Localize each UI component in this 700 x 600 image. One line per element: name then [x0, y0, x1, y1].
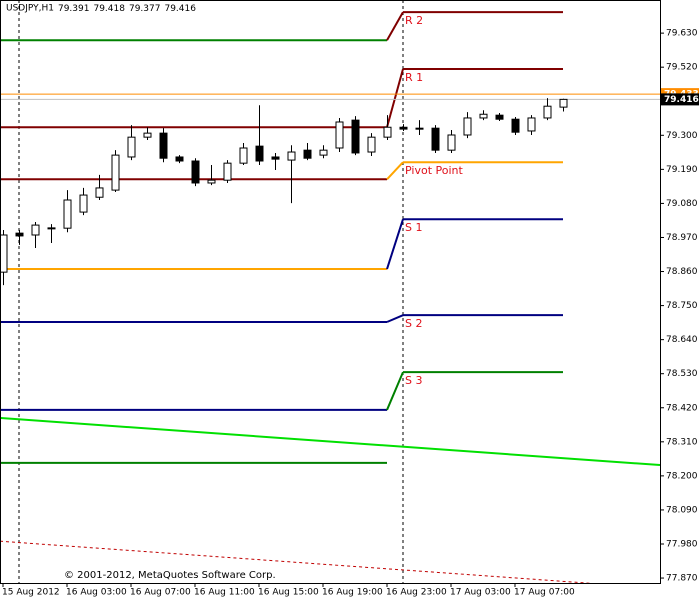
x-tick-label: 17 Aug 03:00	[450, 588, 511, 598]
x-tick-label: 16 Aug 11:00	[194, 588, 255, 598]
candle-body	[191, 160, 200, 184]
y-tick-label: 77.870	[666, 574, 698, 584]
candle-body	[479, 113, 488, 119]
candle-body	[495, 114, 504, 120]
price-tag-label: 79.416	[664, 95, 699, 105]
x-tick-label: 16 Aug 03:00	[66, 588, 127, 598]
candle-body	[95, 187, 104, 198]
x-tick-label: 16 Aug 19:00	[322, 588, 383, 598]
header-value: 79.418	[93, 4, 125, 14]
candle-body	[511, 118, 520, 133]
x-tick-label: 16 Aug 23:00	[386, 588, 447, 598]
candle-body	[367, 136, 376, 153]
y-tick-label: 78.090	[666, 505, 698, 515]
candle-body	[1, 234, 8, 273]
candle-body	[143, 132, 152, 138]
header-value: 79.416	[164, 4, 196, 14]
pivot-label: R 1	[405, 71, 423, 84]
chart-title: USDJPY,H1 79.391 79.418 79.377 79.416	[6, 4, 196, 14]
plot-layer: R 2 R 1 Pivot Point S 1 S 2 S 3	[1, 11, 660, 583]
candle-body	[303, 149, 312, 159]
candle-body	[559, 98, 568, 108]
candle-body	[15, 232, 24, 237]
y-tick-label: 79.630	[666, 29, 698, 39]
candle-body	[47, 227, 56, 230]
header-value: 79.377	[129, 4, 161, 14]
y-tick-label: 78.310	[666, 437, 698, 447]
trend-line	[1, 417, 660, 467]
candle-body	[271, 156, 280, 160]
y-tick-label: 78.530	[666, 369, 698, 379]
candle-body	[431, 127, 440, 151]
candle-body	[447, 134, 456, 151]
pivot-step	[386, 68, 404, 128]
candle-body	[127, 136, 136, 158]
pivot-step	[386, 371, 404, 411]
candle-body	[31, 224, 40, 236]
candle-body	[415, 127, 424, 130]
pivot-label: R 2	[405, 14, 423, 27]
y-tick-label: 77.980	[666, 539, 698, 549]
candle-body	[223, 162, 232, 181]
y-tick-label: 78.420	[666, 403, 698, 413]
pivot-step	[386, 218, 404, 270]
pivot-step	[386, 314, 404, 323]
candle-body	[351, 119, 360, 154]
trend-line	[1, 540, 594, 583]
candle-body	[63, 199, 72, 229]
y-tick-label: 79.080	[666, 199, 698, 209]
pivot-step	[386, 11, 404, 41]
x-tick-label: 17 Aug 07:00	[514, 588, 575, 598]
y-tick-label: 78.750	[666, 301, 698, 311]
candle-body	[319, 149, 328, 156]
y-tick-label: 78.860	[666, 267, 698, 277]
y-tick-label: 79.520	[666, 63, 698, 73]
y-tick-label: 79.300	[666, 131, 698, 141]
header-value: 79.391	[58, 4, 90, 14]
plot-frame	[0, 0, 661, 584]
candle-body	[111, 154, 120, 191]
candle-body	[287, 151, 296, 161]
candle-body	[79, 194, 88, 213]
x-tick-label: 16 Aug 07:00	[130, 588, 191, 598]
pivot-label: S 2	[405, 317, 422, 330]
candle-body	[543, 105, 552, 119]
candle-body	[159, 132, 168, 159]
candle-body	[527, 117, 536, 132]
y-tick-label: 79.190	[666, 165, 698, 175]
price-tag	[661, 93, 699, 106]
x-tick-label: 15 Aug 2012	[2, 588, 60, 598]
pivot-step	[386, 161, 404, 180]
pivot-label: S 1	[405, 221, 422, 234]
pivot-label: S 3	[405, 374, 422, 387]
candle-body	[255, 145, 264, 162]
candle-body	[463, 117, 472, 136]
candle-body	[383, 126, 392, 138]
y-tick-label: 78.200	[666, 471, 698, 481]
x-tick-label: 16 Aug 15:00	[258, 588, 319, 598]
pivot-label: Pivot Point	[405, 164, 463, 177]
candle-body	[335, 121, 344, 149]
y-tick-label: 78.640	[666, 335, 698, 345]
candle-body	[207, 179, 216, 184]
y-tick-label: 78.970	[666, 233, 698, 243]
candle-body	[175, 156, 184, 162]
copyright: © 2001-2012, MetaQuotes Software Corp.	[64, 570, 276, 581]
candle-body	[239, 147, 248, 164]
candle-body	[399, 126, 408, 130]
